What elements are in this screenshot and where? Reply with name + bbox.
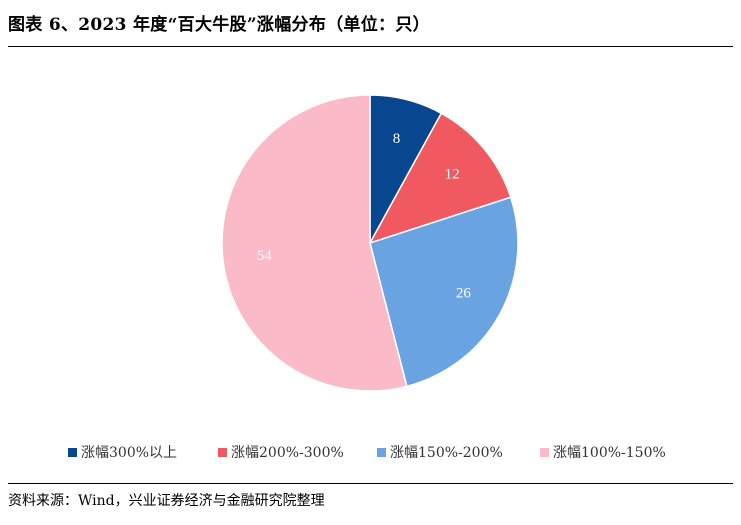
pie-slice-3 <box>369 196 519 388</box>
source-note: 资料来源：Wind，兴业证券经济与金融研究院整理 <box>8 493 325 509</box>
slice-value-label-3: 26 <box>456 286 472 302</box>
legend-label-4: 涨幅100%-150% <box>553 445 666 461</box>
slice-value-label-2: 12 <box>445 167 460 183</box>
slice-value-label-1: 8 <box>393 131 401 147</box>
legend-label-2: 涨幅200%-300% <box>231 445 344 461</box>
slice-labels: 8 12 26 54 <box>257 131 472 301</box>
chart-legend: 涨幅300%以上 涨幅200%-300% 涨幅150%-200% 涨幅100%-150… <box>68 445 666 461</box>
source-rule <box>8 483 733 484</box>
legend-label-1: 涨幅300%以上 <box>81 445 177 461</box>
legend-swatch-3 <box>377 448 386 457</box>
legend-label-3: 涨幅150%-200% <box>390 445 503 461</box>
title-rule <box>8 46 733 47</box>
pie-slice-2 <box>368 112 512 245</box>
legend-swatch-4 <box>540 448 549 457</box>
slice-value-label-4: 54 <box>257 248 273 264</box>
legend-swatch-2 <box>218 448 227 457</box>
legend-swatch-1 <box>68 448 77 457</box>
pie-slice-4 <box>221 94 408 392</box>
chart-title: 图表 6、2023 年度“百大牛股”涨幅分布（单位：只） <box>8 15 430 35</box>
pie-slices <box>221 94 519 392</box>
